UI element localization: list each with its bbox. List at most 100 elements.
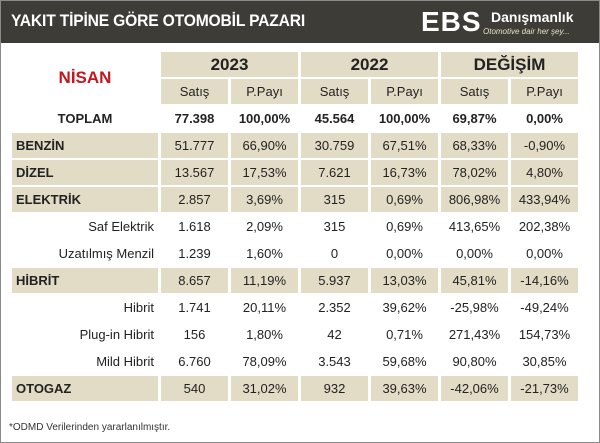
month-label: NİSAN <box>58 68 112 87</box>
row-label: HİBRİT <box>12 268 158 293</box>
table-row: HİBRİT 8.657 11,19% 5.937 13,03% 45,81% -14,16… <box>12 268 578 293</box>
table-cell: 13,03% <box>371 268 438 293</box>
table-cell: -21,73% <box>511 376 578 401</box>
table-cell: 413,65% <box>441 214 508 239</box>
table-cell: 2.352 <box>301 295 368 320</box>
table-cell: 13.567 <box>161 160 228 185</box>
table-cell: 0,00% <box>371 241 438 266</box>
table-cell: 42 <box>301 322 368 347</box>
table-cell: 90,80% <box>441 349 508 374</box>
table-cell: 0,69% <box>371 214 438 239</box>
subheader-share-change: P.Payı <box>511 79 578 104</box>
table-row: Plug-in Hibrit 156 1,80% 42 0,71% 271,43% 154,… <box>12 322 578 347</box>
table-cell: -49,24% <box>511 295 578 320</box>
table-row: DİZEL 13.567 17,53% 7.621 16,73% 78,02% 4,80% <box>12 160 578 185</box>
table-cell: 6.760 <box>161 349 228 374</box>
table-cell: 3.543 <box>301 349 368 374</box>
header-bar: YAKIT TİPİNE GÖRE OTOMOBİL PAZARI EBS Da… <box>1 1 599 43</box>
table-row: Hibrit 1.741 20,11% 2.352 39,62% -25,98% -49,2… <box>12 295 578 320</box>
total-cell: 100,00% <box>231 106 298 131</box>
table-cell: 156 <box>161 322 228 347</box>
table-cell: 31,02% <box>231 376 298 401</box>
subheader-sales-2023: Satış <box>161 79 228 104</box>
subheader-share-2023: P.Payı <box>231 79 298 104</box>
total-cell: 100,00% <box>371 106 438 131</box>
group-header-2023: 2023 <box>161 52 298 77</box>
footnote: *ODMD Verilerinden yararlanılmıştır. <box>9 422 171 433</box>
table-cell: 932 <box>301 376 368 401</box>
subheader-sales-change: Satış <box>441 79 508 104</box>
row-label: ELEKTRİK <box>12 187 158 212</box>
table-cell: 8.657 <box>161 268 228 293</box>
table-cell: 1.618 <box>161 214 228 239</box>
table-row: Saf Elektrik 1.618 2,09% 315 0,69% 413,65% 202… <box>12 214 578 239</box>
table-cell: 0,00% <box>441 241 508 266</box>
table-cell: 0,69% <box>371 187 438 212</box>
table-cell: 51.777 <box>161 133 228 158</box>
table-cell: 7.621 <box>301 160 368 185</box>
subheader-share-2022: P.Payı <box>371 79 438 104</box>
table-cell: -14,16% <box>511 268 578 293</box>
total-label: TOPLAM <box>12 106 158 131</box>
table-cell: 806,98% <box>441 187 508 212</box>
logo-slogan-text: Otomotive dair her şey... <box>483 27 570 36</box>
row-label: OTOGAZ <box>12 376 158 401</box>
table-cell: 540 <box>161 376 228 401</box>
table-cell: 1,80% <box>231 322 298 347</box>
logo-brand-text: Danışmanlık <box>491 9 574 25</box>
row-label: Hibrit <box>12 295 158 320</box>
table-cell: 30,85% <box>511 349 578 374</box>
table-cell: 20,11% <box>231 295 298 320</box>
table-cell: 2,09% <box>231 214 298 239</box>
group-header-change: DEĞİŞİM <box>441 52 578 77</box>
table-cell: 39,62% <box>371 295 438 320</box>
total-cell: 69,87% <box>441 106 508 131</box>
ebs-logo: EBS Danışmanlık Otomotive dair her şey..… <box>421 5 591 39</box>
table-row: ELEKTRİK 2.857 3,69% 315 0,69% 806,98% 433,94% <box>12 187 578 212</box>
table-cell: -25,98% <box>441 295 508 320</box>
subheader-sales-2022: Satış <box>301 79 368 104</box>
table-cell: 59,68% <box>371 349 438 374</box>
row-label: Mild Hibrit <box>12 349 158 374</box>
group-header-2022: 2022 <box>301 52 438 77</box>
header-row-subheaders: Satış P.Payı Satış P.Payı Satış P.Payı <box>12 79 578 104</box>
table-cell: 3,69% <box>231 187 298 212</box>
table-cell: -0,90% <box>511 133 578 158</box>
table-cell: 66,90% <box>231 133 298 158</box>
table-cell: 202,38% <box>511 214 578 239</box>
table-cell: 0 <box>301 241 368 266</box>
table-cell: 271,43% <box>441 322 508 347</box>
total-cell: 45.564 <box>301 106 368 131</box>
table-row: OTOGAZ 540 31,02% 932 39,63% -42,06% -21,73% <box>12 376 578 401</box>
fuel-type-table: NİSAN 2023 2022 DEĞİŞİM Satış P.Payı Sat… <box>9 50 581 403</box>
table-cell: 11,19% <box>231 268 298 293</box>
table-cell: 78,02% <box>441 160 508 185</box>
table-cell: 5.937 <box>301 268 368 293</box>
table-cell: 315 <box>301 214 368 239</box>
header-row-years: NİSAN 2023 2022 DEĞİŞİM <box>12 52 578 87</box>
table-cell: 1,60% <box>231 241 298 266</box>
table-cell: 154,73% <box>511 322 578 347</box>
table-cell: 315 <box>301 187 368 212</box>
row-label: BENZİN <box>12 133 158 158</box>
total-cell: 0,00% <box>511 106 578 131</box>
table-cell: 0,71% <box>371 322 438 347</box>
table-row: BENZİN 51.777 66,90% 30.759 67,51% 68,33% -0,9… <box>12 133 578 158</box>
table-cell: 68,33% <box>441 133 508 158</box>
table-cell: 16,73% <box>371 160 438 185</box>
row-label: Plug-in Hibrit <box>12 322 158 347</box>
table-cell: 2.857 <box>161 187 228 212</box>
total-row: TOPLAM 77.398 100,00% 45.564 100,00% 69,… <box>12 106 578 131</box>
table-row: Uzatılmış Menzil 1.239 1,60% 0 0,00% 0,00% 0,0… <box>12 241 578 266</box>
table-cell: 67,51% <box>371 133 438 158</box>
table-cell: 17,53% <box>231 160 298 185</box>
table-cell: -42,06% <box>441 376 508 401</box>
total-cell: 77.398 <box>161 106 228 131</box>
table-row: Mild Hibrit 6.760 78,09% 3.543 59,68% 90,80% 3… <box>12 349 578 374</box>
row-label: DİZEL <box>12 160 158 185</box>
table-cell: 433,94% <box>511 187 578 212</box>
table-cell: 1.239 <box>161 241 228 266</box>
row-label: Uzatılmış Menzil <box>12 241 158 266</box>
table-cell: 0,00% <box>511 241 578 266</box>
